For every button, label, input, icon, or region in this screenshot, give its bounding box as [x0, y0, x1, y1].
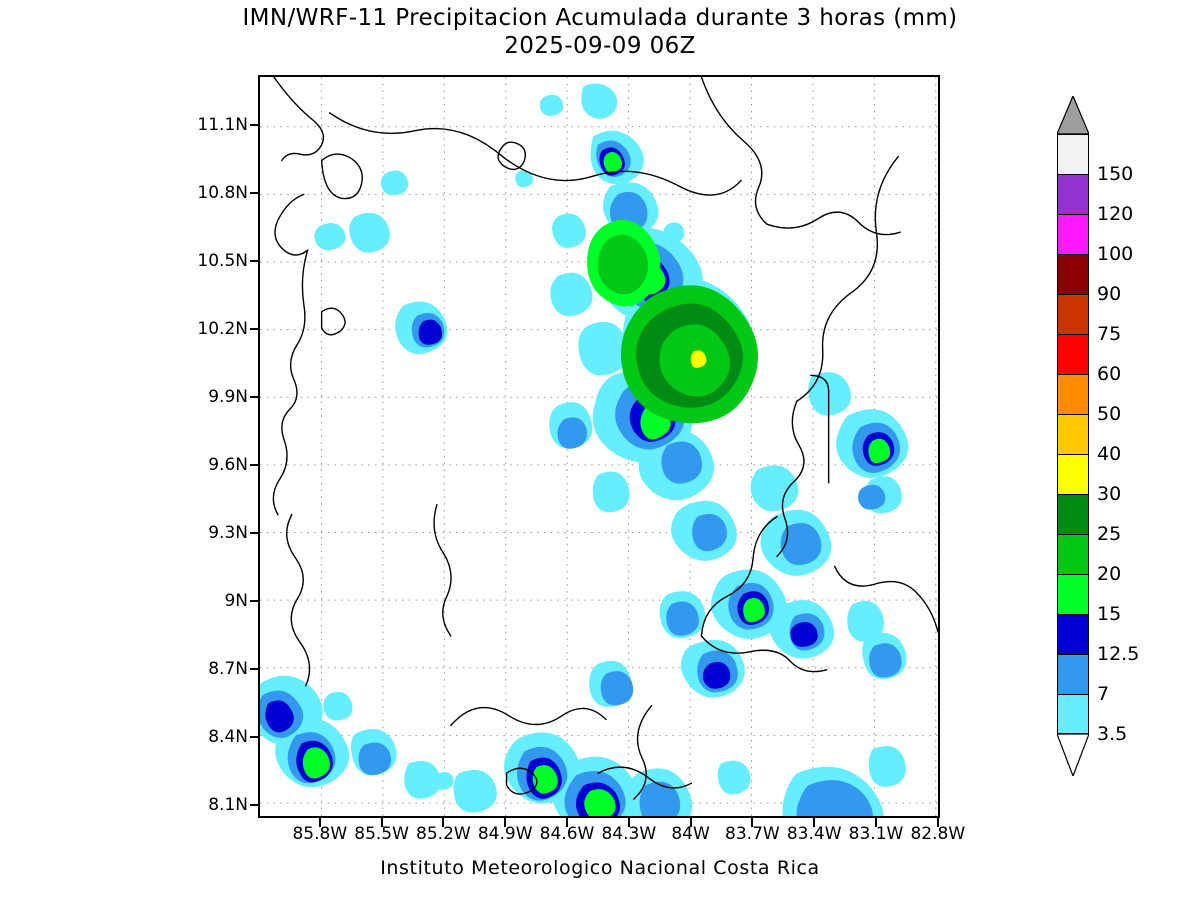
x-axis-tick-label: 83.7W [725, 824, 780, 844]
colorbar-tick-label: 25 [1097, 523, 1122, 545]
x-axis-tick-label: 83.1W [848, 824, 904, 844]
colorbar-band [1057, 134, 1089, 174]
x-axis-tick-label: 83.4W [786, 824, 842, 844]
colorbar-band [1057, 254, 1089, 294]
colorbar-tick-label: 40 [1097, 443, 1122, 465]
colorbar-tick-label: 20 [1097, 563, 1122, 585]
colorbar-tick-label: 3.5 [1097, 723, 1128, 745]
colorbar-tick-label: 15 [1097, 603, 1122, 625]
x-axis-tick-label: 85.5W [354, 824, 409, 844]
x-axis-tick-label: 85.8W [292, 824, 348, 844]
colorbar-band [1057, 614, 1089, 654]
y-axis-tick-label: 8.7N [208, 659, 248, 679]
x-axis-tick-label: 85.2W [416, 824, 471, 844]
colorbar-tick-label: 60 [1097, 363, 1122, 385]
y-axis-tick-label: 11.1N [197, 115, 248, 135]
colorbar-tick-label: 12.5 [1097, 643, 1140, 665]
precipitation-map [260, 77, 938, 816]
chart-title-block: IMN/WRF-11 Precipitacion Acumulada duran… [0, 4, 1200, 60]
x-axis-tick-label: 84.9W [477, 824, 533, 844]
x-axis-tick [689, 818, 692, 827]
colorbar-tick-label: 100 [1097, 243, 1134, 265]
x-axis-tick [875, 818, 877, 827]
x-axis-tick [442, 818, 445, 827]
x-axis-tick-label: 84W [671, 824, 710, 844]
colorbar-arrow-bottom [1057, 734, 1089, 776]
x-axis-tick [318, 818, 321, 827]
y-axis-tick-label: 10.5N [197, 251, 248, 271]
colorbar-tick-label: 120 [1097, 203, 1134, 225]
colorbar-band [1057, 654, 1089, 694]
x-axis-tick [751, 818, 754, 827]
y-axis-tick-label: 10.8N [197, 183, 248, 203]
y-axis-tick-label: 8.1N [208, 795, 248, 815]
y-axis-tick-label: 10.2N [197, 319, 248, 339]
colorbar-tick-label: 90 [1097, 283, 1122, 305]
colorbar-band [1057, 574, 1089, 614]
colorbar-legend: 150 120 100 90 75 60 50 40 30 25 20 15 12.5 7 3.5 [1053, 96, 1139, 802]
colorbar-tick-label: 150 [1097, 163, 1134, 185]
x-axis-tick-label: 82.8W [910, 824, 966, 844]
y-axis-tick-label: 9.9N [208, 387, 248, 407]
x-axis-tick [380, 818, 383, 827]
page-title: IMN/WRF-11 Precipitacion Acumulada duran… [242, 5, 958, 31]
x-axis-tick [627, 818, 630, 827]
colorbar-tick-label: 30 [1097, 483, 1122, 505]
colorbar-band [1057, 374, 1089, 414]
footer-credit: Instituto Meteorologico Nacional Costa R… [380, 857, 820, 879]
x-axis-tick-label: 84.3W [601, 824, 657, 844]
colorbar-band [1057, 334, 1089, 374]
y-axis-tick-label: 8.4N [208, 727, 248, 747]
x-axis-tick [936, 818, 939, 827]
precip-core-complex [587, 219, 758, 424]
x-axis-tick [813, 818, 816, 827]
x-axis-tick [504, 818, 507, 827]
colorbar-tick-label: 75 [1097, 323, 1122, 345]
chart-subtitle: 2025-09-09 06Z [504, 33, 696, 59]
colorbar-tick-label: 7 [1097, 683, 1110, 705]
colorbar-band [1057, 214, 1089, 254]
colorbar-band [1057, 454, 1089, 494]
y-axis-tick-label: 9.6N [208, 455, 248, 475]
colorbar-band [1057, 534, 1089, 574]
colorbar-band [1057, 494, 1089, 534]
y-axis-tick-label: 9N [224, 591, 248, 611]
x-axis-tick [566, 818, 568, 827]
colorbar-band [1057, 294, 1089, 334]
x-axis-tick-label: 84.6W [539, 824, 595, 844]
colorbar-band [1057, 414, 1089, 454]
coastlines [272, 77, 938, 800]
y-axis-tick-label: 9.3N [208, 523, 248, 543]
colorbar-arrow-top [1057, 96, 1089, 134]
colorbar-tick-label: 50 [1097, 403, 1122, 425]
colorbar-band [1057, 174, 1089, 214]
map-plot-area [258, 75, 940, 818]
colorbar-band [1057, 694, 1089, 734]
